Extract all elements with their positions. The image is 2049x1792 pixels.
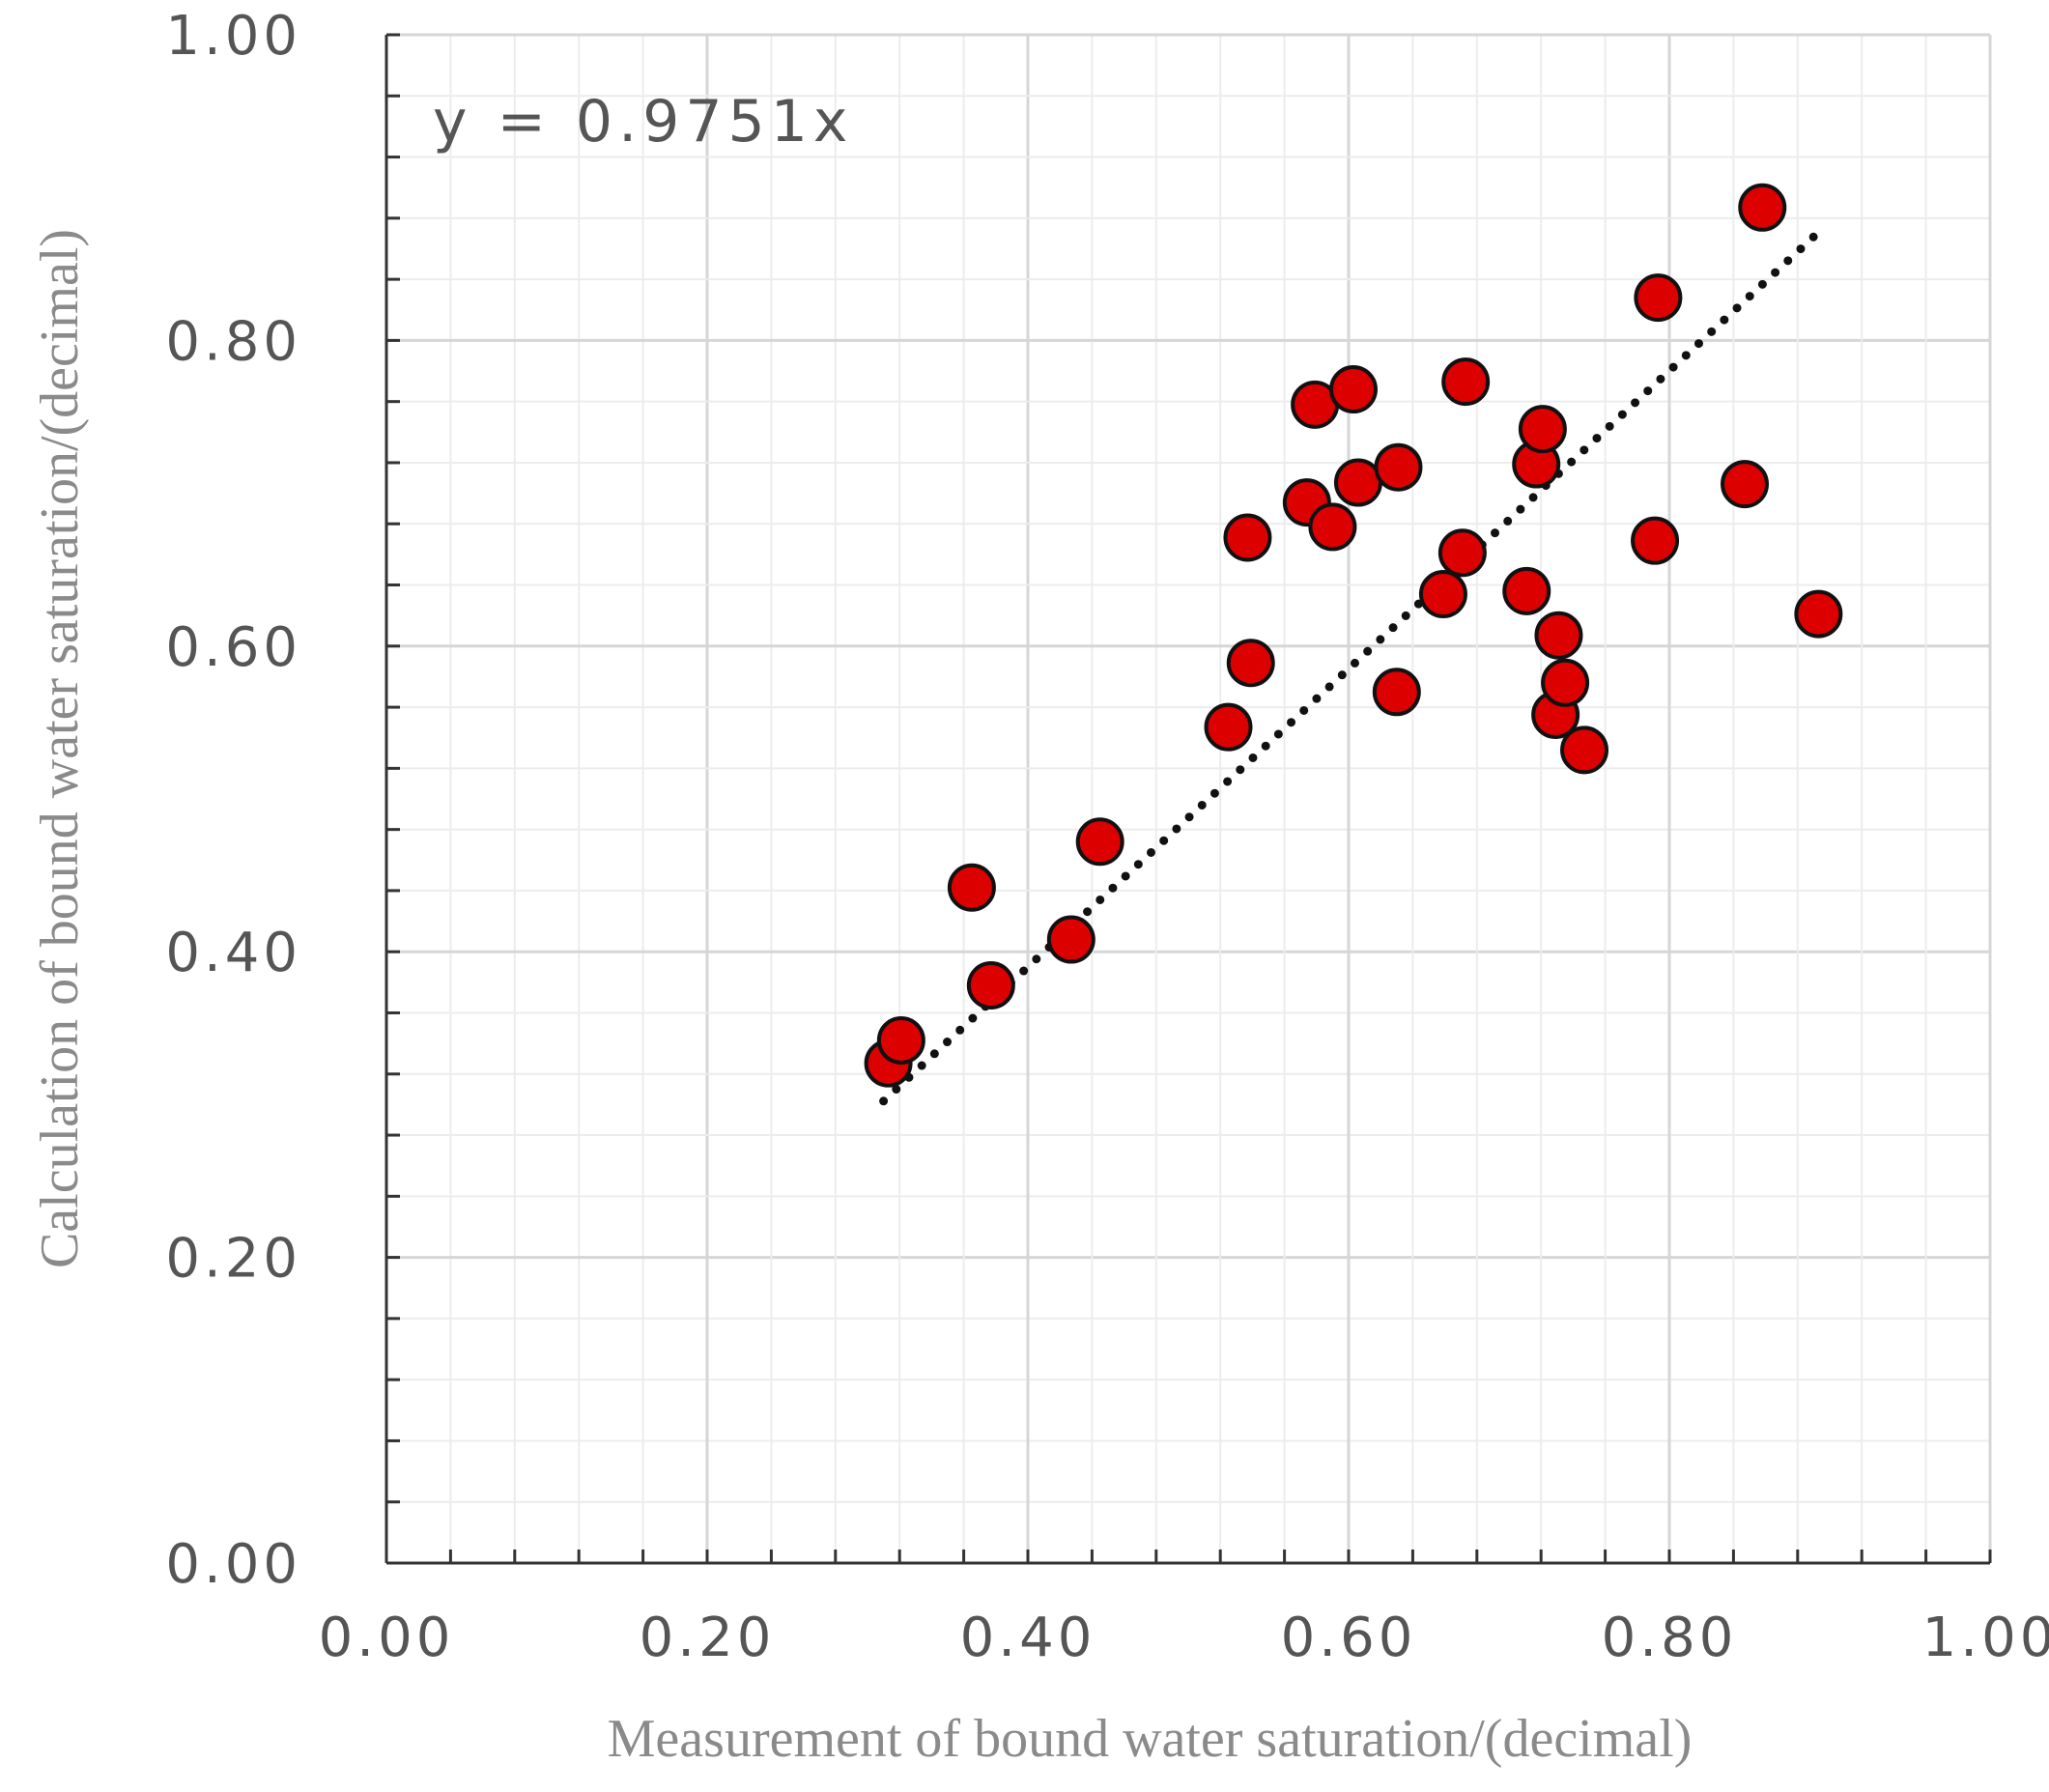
data-point — [1418, 570, 1467, 619]
data-point — [1634, 273, 1683, 323]
y-tick-label: 0.00 — [165, 1533, 301, 1596]
trendline-dotted — [879, 232, 1818, 1106]
data-point — [1374, 442, 1423, 492]
axis-ticks: 0.00 0.20 0.40 0.60 0.80 1.00 0.00 0.20 0.40 0.60… — [165, 5, 2049, 1669]
x-tick-label: 0.60 — [1281, 1607, 1417, 1669]
y-axis-title: Calculation of bound water saturation/(d… — [30, 229, 90, 1268]
y-tick-label: 0.60 — [165, 616, 301, 679]
data-point — [1075, 817, 1124, 867]
y-tick-label: 0.40 — [165, 922, 301, 984]
y-tick-label: 0.80 — [165, 310, 301, 373]
data-point — [947, 863, 996, 912]
data-point — [1541, 658, 1590, 707]
data-point — [1308, 502, 1357, 552]
data-point — [1204, 702, 1253, 752]
data-point — [1738, 183, 1787, 232]
data-point — [1046, 915, 1096, 964]
x-tick-label: 0.20 — [640, 1607, 776, 1669]
data-point — [1502, 566, 1551, 615]
data-point — [1333, 458, 1382, 507]
data-point — [1441, 357, 1491, 407]
x-tick-label: 0.00 — [319, 1607, 455, 1669]
data-points — [864, 183, 1843, 1088]
data-point — [1328, 365, 1378, 414]
data-point — [1223, 513, 1272, 562]
data-point — [1518, 405, 1567, 454]
trendline — [879, 232, 1818, 1106]
x-tick-label: 0.40 — [960, 1607, 1096, 1669]
x-axis-title: Measurement of bound water saturation/(d… — [608, 1709, 1693, 1769]
equation-annotation: y = 0.9751x — [433, 88, 853, 156]
axes — [384, 35, 1990, 1565]
data-point — [1437, 528, 1487, 578]
data-point — [966, 961, 1015, 1010]
y-tick-label: 1.00 — [165, 5, 301, 68]
data-point — [1560, 725, 1609, 775]
x-tick-label: 0.80 — [1602, 1607, 1738, 1669]
data-point — [1372, 668, 1421, 717]
x-tick-label: 1.00 — [1922, 1607, 2049, 1669]
data-point — [1721, 460, 1770, 509]
data-point — [1794, 589, 1843, 639]
data-point — [1631, 516, 1680, 565]
data-point — [876, 1015, 925, 1065]
data-point — [1226, 639, 1275, 688]
y-tick-label: 0.20 — [165, 1228, 301, 1291]
grid — [384, 33, 1992, 1565]
data-point — [1534, 611, 1583, 660]
